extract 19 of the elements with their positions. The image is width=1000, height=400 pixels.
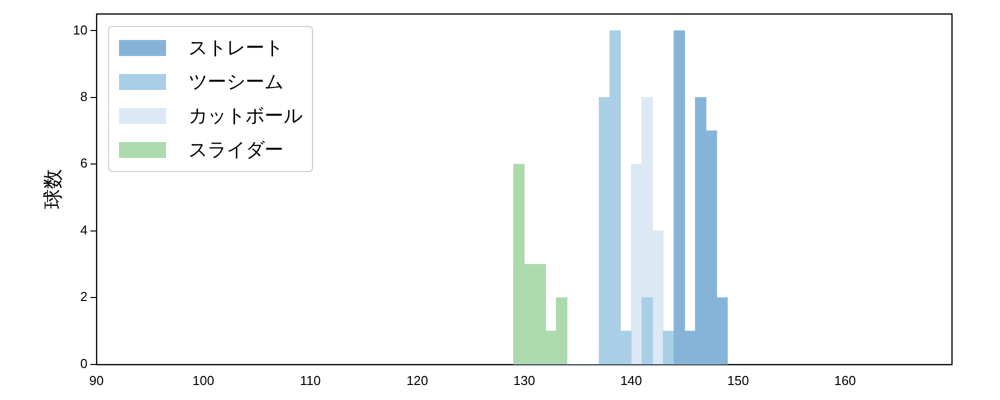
y-axis-title: 球数 <box>42 169 65 210</box>
y-tick-label: 10 <box>72 22 88 38</box>
y-tick-label: 8 <box>80 89 88 104</box>
y-tick-label: 0 <box>80 356 88 371</box>
legend-label: ツーシーム <box>188 70 284 95</box>
x-tick-label: 90 <box>89 372 104 388</box>
y-tick-label: 4 <box>80 222 88 238</box>
y-tick-label: 6 <box>80 156 88 171</box>
legend-label: ストレート <box>188 36 284 61</box>
x-tick-label: 160 <box>834 372 856 388</box>
x-tick-label: 140 <box>620 372 642 388</box>
legend-label: スライダー <box>188 138 284 163</box>
x-tick-label: 100 <box>192 372 214 388</box>
y-tick-label: 2 <box>80 289 88 304</box>
legend-label: カットボール <box>188 104 302 129</box>
x-tick-label: 110 <box>300 372 321 388</box>
x-tick-label: 130 <box>513 372 536 388</box>
x-tick-label: 150 <box>727 372 749 388</box>
x-tick-label: 120 <box>406 372 428 388</box>
